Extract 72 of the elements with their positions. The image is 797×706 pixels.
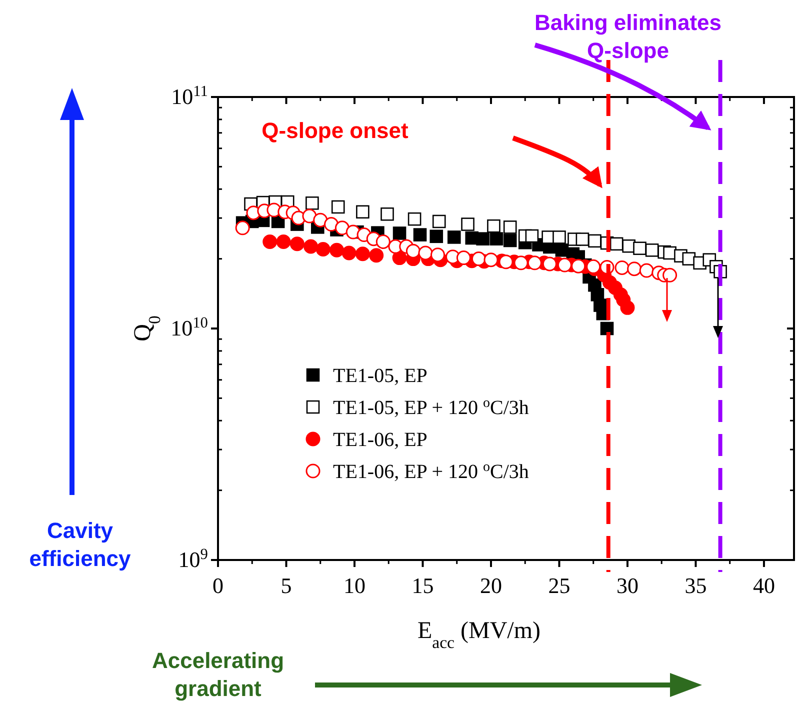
point [600, 322, 614, 336]
point [406, 244, 420, 258]
y-tick-label: 10$^{10}$ [170, 314, 208, 340]
y-tick-label: 10$^{11}$ [171, 82, 208, 109]
point [262, 234, 278, 249]
point [432, 214, 446, 228]
legend-label: TE1-06, EP + 120 $^{o}$C/3h [333, 460, 529, 483]
point [316, 242, 330, 256]
point [456, 250, 471, 266]
point [490, 232, 504, 246]
ref-line-label: Q-slope onset [262, 118, 410, 143]
legend-label: TE1-05, EP [333, 365, 428, 387]
x-tick-label: 0 [212, 573, 224, 598]
point [418, 246, 433, 260]
x-tick-label: 5 [280, 573, 292, 598]
x-tick-label: 10 [343, 573, 366, 598]
x-tick-label: 15 [412, 573, 434, 598]
point [633, 242, 646, 255]
point [355, 246, 370, 262]
point [276, 234, 291, 249]
legend-label: TE1-05, EP + 120 $^{o}$C/3h [333, 396, 529, 419]
point [525, 229, 539, 243]
point [503, 220, 517, 234]
point [334, 220, 350, 236]
ref-line-label: Baking eliminates Q-slope [534, 10, 722, 63]
point [235, 220, 250, 236]
point [331, 200, 345, 214]
point [576, 232, 590, 246]
point [542, 256, 557, 272]
point [552, 230, 566, 244]
x-tick-label: 40 [752, 573, 775, 598]
point [380, 207, 394, 221]
point [369, 248, 384, 263]
point [503, 234, 517, 248]
point [662, 268, 678, 282]
point [514, 256, 528, 270]
legend-label: TE1-06, EP [333, 429, 428, 451]
point [447, 230, 461, 244]
x-tick-label: 30 [616, 573, 638, 598]
point [413, 228, 427, 242]
point [498, 254, 514, 270]
point [645, 243, 659, 257]
point [476, 232, 490, 246]
point [527, 256, 542, 270]
x-tick-label: 25 [548, 573, 570, 598]
point [304, 239, 318, 254]
point [430, 230, 444, 244]
text: Cavity efficiency [29, 518, 132, 571]
point [557, 258, 572, 272]
point [356, 205, 370, 219]
x-tick-label: 35 [684, 573, 707, 598]
point [408, 212, 422, 226]
point [290, 236, 304, 252]
point [392, 226, 406, 240]
point [430, 248, 446, 262]
point [620, 300, 635, 315]
x-tick-label: 20 [480, 573, 502, 598]
point [571, 258, 586, 274]
point [306, 196, 319, 210]
point [610, 237, 624, 251]
point [484, 252, 498, 268]
point [313, 212, 328, 228]
point [487, 219, 500, 233]
point [342, 246, 356, 260]
point [461, 218, 474, 231]
x-axis-title: E$_{acc}$ (MV/m) [417, 618, 541, 652]
text: Accelerating gradient [152, 648, 284, 701]
y-tick-label: 10$^{9}$ [178, 546, 208, 572]
point [330, 242, 344, 258]
point [471, 252, 486, 266]
point [588, 234, 602, 248]
point [376, 234, 390, 249]
